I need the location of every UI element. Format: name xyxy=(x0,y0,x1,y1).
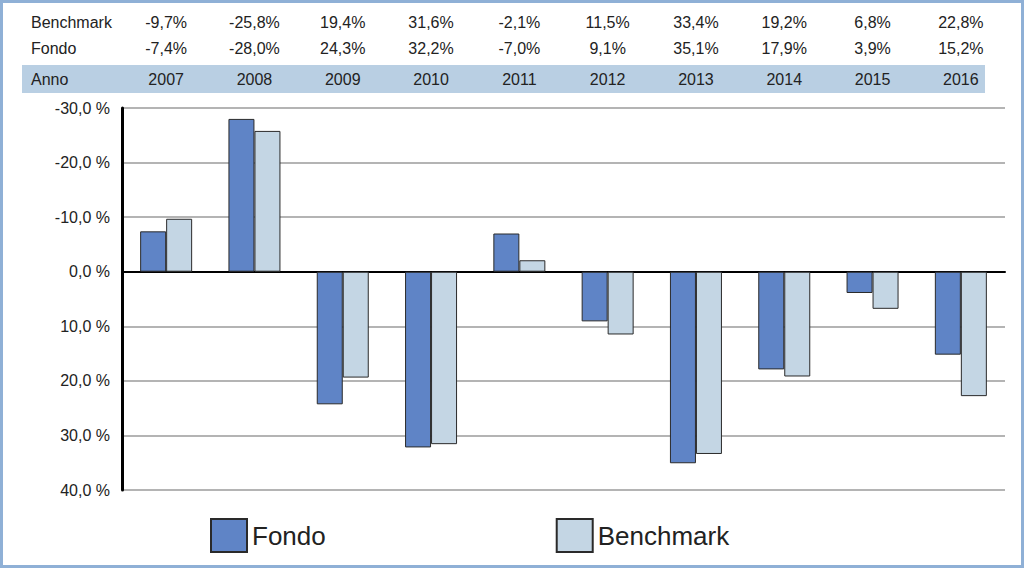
svg-text:40,0 %: 40,0 % xyxy=(60,482,110,499)
svg-text:2015: 2015 xyxy=(855,71,891,88)
svg-text:30,0 %: 30,0 % xyxy=(60,427,110,444)
svg-text:2016: 2016 xyxy=(943,71,979,88)
svg-text:Benchmark: Benchmark xyxy=(31,14,113,31)
svg-text:19,4%: 19,4% xyxy=(320,14,365,31)
svg-text:31,6%: 31,6% xyxy=(408,14,453,31)
svg-text:Anno: Anno xyxy=(31,71,68,88)
svg-text:-20,0 %: -20,0 % xyxy=(55,154,110,171)
svg-text:22,8%: 22,8% xyxy=(938,14,983,31)
svg-text:10,0 %: 10,0 % xyxy=(60,318,110,335)
svg-text:-30,0 %: -30,0 % xyxy=(55,100,110,117)
svg-text:-25,8%: -25,8% xyxy=(229,14,280,31)
svg-text:3,9%: 3,9% xyxy=(854,40,890,57)
svg-text:15,2%: 15,2% xyxy=(938,40,983,57)
svg-text:2008: 2008 xyxy=(237,71,273,88)
svg-text:Fondo: Fondo xyxy=(31,40,76,57)
svg-text:2009: 2009 xyxy=(325,71,361,88)
svg-text:11,5%: 11,5% xyxy=(586,14,630,31)
svg-text:9,1%: 9,1% xyxy=(589,40,625,57)
svg-text:6,8%: 6,8% xyxy=(854,14,890,31)
svg-text:-7,4%: -7,4% xyxy=(145,40,187,57)
svg-text:Fondo: Fondo xyxy=(252,521,326,551)
svg-text:0,0 %: 0,0 % xyxy=(69,263,110,280)
svg-text:2013: 2013 xyxy=(678,71,714,88)
svg-text:2010: 2010 xyxy=(413,71,449,88)
svg-text:2014: 2014 xyxy=(766,71,802,88)
svg-text:Benchmark: Benchmark xyxy=(598,521,730,551)
svg-text:-7,0%: -7,0% xyxy=(498,40,540,57)
svg-text:32,2%: 32,2% xyxy=(408,40,453,57)
svg-text:-2,1%: -2,1% xyxy=(498,14,540,31)
svg-text:35,1%: 35,1% xyxy=(673,40,718,57)
svg-text:-10,0 %: -10,0 % xyxy=(55,209,110,226)
svg-text:19,2%: 19,2% xyxy=(762,14,807,31)
svg-text:2007: 2007 xyxy=(148,71,184,88)
svg-text:24,3%: 24,3% xyxy=(320,40,365,57)
svg-text:2011: 2011 xyxy=(502,71,537,88)
svg-text:20,0 %: 20,0 % xyxy=(60,372,110,389)
svg-text:-28,0%: -28,0% xyxy=(229,40,280,57)
svg-text:17,9%: 17,9% xyxy=(762,40,807,57)
svg-text:2012: 2012 xyxy=(590,71,626,88)
svg-text:33,4%: 33,4% xyxy=(673,14,718,31)
svg-text:-9,7%: -9,7% xyxy=(145,14,187,31)
